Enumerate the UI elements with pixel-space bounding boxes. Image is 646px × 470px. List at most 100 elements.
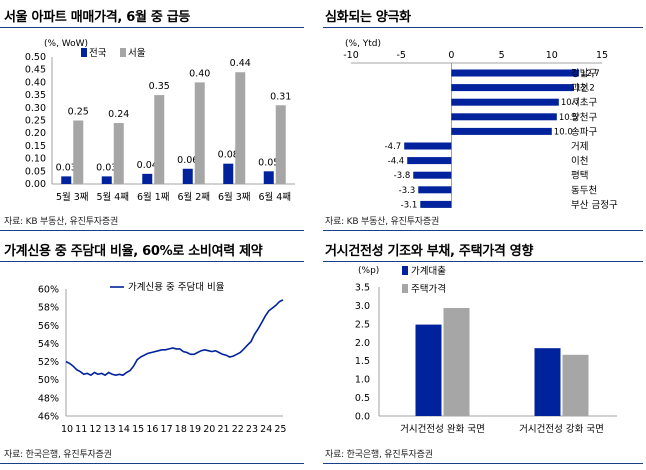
- x-tick-label: 11: [75, 424, 87, 435]
- y-tick-label: 2.0: [355, 338, 370, 349]
- x-tick-label: 22: [232, 424, 244, 435]
- data-label: 0.40: [189, 68, 210, 79]
- legend-label: 가계신용 중 주담대 비율: [128, 281, 225, 293]
- category-label: 동두천: [571, 185, 597, 196]
- source-rule: [0, 463, 304, 464]
- bar: [451, 113, 557, 121]
- bar-전국: [61, 176, 72, 184]
- x-tick-label: 20: [203, 424, 215, 435]
- data-label: 0.05: [258, 157, 279, 168]
- x-tick-label: 15: [596, 50, 608, 61]
- y-tick-label: 0.45: [25, 65, 46, 76]
- x-tick-label: 13: [104, 424, 116, 435]
- legend-swatch: [81, 48, 87, 57]
- x-tick-label: 6월 3째: [218, 191, 251, 203]
- y-tick-label: 0.40: [25, 77, 46, 88]
- bar-전국: [263, 171, 274, 184]
- data-label: -3.3: [399, 186, 416, 196]
- bar-서울: [194, 82, 205, 184]
- y-tick-label: 0.20: [25, 128, 46, 139]
- data-label: -4.7: [385, 142, 402, 152]
- data-label: -3.8: [394, 171, 411, 181]
- y-tick-label: 48%: [38, 393, 59, 404]
- x-tick-label: 0: [448, 50, 454, 61]
- y-tick-label: 0.25: [25, 116, 46, 127]
- x-tick-label: 5: [499, 50, 505, 61]
- bar: [418, 186, 452, 194]
- y-tick-label: 2.5: [355, 319, 370, 330]
- bar-가계대출: [534, 348, 561, 416]
- x-tick-label: 16: [146, 424, 158, 435]
- data-label: 12.7: [581, 69, 600, 79]
- unit-label: (%p): [358, 266, 379, 276]
- panel-title: 거시건전성 기조와 부채, 주택가격 영향: [325, 244, 534, 259]
- source-note: 자료: KB 부동산, 유진투자증권: [325, 217, 440, 227]
- x-tick-label: 거시건전성 완화 국면: [400, 424, 485, 435]
- source-rule: [323, 463, 643, 464]
- y-tick-label: 56%: [38, 321, 59, 332]
- category-label: 부산 금정구: [571, 200, 618, 211]
- y-tick-label: 0.5: [355, 393, 370, 404]
- bar-서울: [73, 120, 84, 184]
- category-label: 평택: [571, 171, 588, 182]
- x-tick-label: 24: [260, 424, 272, 435]
- bar-주택가격: [562, 354, 589, 416]
- x-tick-label: 17: [161, 424, 173, 435]
- title-rule: [323, 27, 643, 28]
- category-label: 과천: [571, 83, 588, 94]
- bar-서울: [235, 72, 246, 184]
- y-tick-label: 3.0: [355, 301, 370, 312]
- bar: [404, 142, 452, 150]
- legend-label: 가계대출: [411, 265, 446, 277]
- x-tick-label: 18: [175, 424, 187, 435]
- y-tick-label: 0.30: [25, 103, 46, 114]
- x-tick-label: 19: [189, 424, 201, 435]
- y-tick-label: 0.15: [25, 141, 46, 152]
- bar-전국: [142, 173, 153, 184]
- data-label: -4.4: [388, 157, 405, 167]
- x-tick-label: 5월 4째: [96, 191, 129, 203]
- source-note: 자료: 한국은행, 유진투자증권: [325, 450, 433, 460]
- x-tick-label: 12: [89, 424, 101, 435]
- bar-서울: [275, 105, 286, 184]
- y-tick-label: 1.0: [355, 375, 370, 386]
- legend-swatch: [402, 266, 408, 275]
- bar: [451, 84, 574, 92]
- title-rule: [323, 261, 643, 262]
- y-tick-label: 58%: [38, 303, 59, 314]
- data-label: 12.2: [576, 84, 595, 94]
- category-label: 강남구: [571, 69, 597, 80]
- y-tick-label: 0.0: [355, 412, 370, 423]
- data-label: -3.1: [401, 200, 418, 210]
- y-tick-label: 3.5: [355, 283, 370, 294]
- source-rule: [0, 230, 304, 231]
- data-label: 10.7: [561, 98, 580, 108]
- data-label: 0.31: [270, 91, 291, 102]
- data-label: 0.35: [149, 81, 170, 92]
- bar-주택가격: [443, 308, 470, 416]
- y-tick-label: 60%: [38, 285, 59, 296]
- panel-title: 심화되는 양극화: [325, 10, 411, 25]
- legend-label: 전국: [89, 48, 107, 59]
- data-label: 0.25: [68, 107, 89, 118]
- legend-swatch: [402, 284, 408, 293]
- x-tick-label: 6월 2째: [177, 191, 210, 203]
- bar: [451, 98, 559, 106]
- y-tick-label: 0.10: [25, 154, 46, 165]
- y-tick-label: 0.35: [25, 90, 46, 101]
- bar-전국: [223, 163, 234, 184]
- x-tick-label: 10: [546, 50, 558, 61]
- data-label: 0.24: [108, 109, 129, 120]
- unit-label: (%, WoW): [44, 39, 88, 49]
- bar-가계대출: [415, 324, 442, 416]
- data-label: 0.03: [56, 162, 77, 173]
- title-rule: [0, 261, 304, 262]
- data-label: 10.5: [559, 113, 578, 123]
- unit-label: (%, Ytd): [345, 39, 381, 49]
- data-label: 0.04: [137, 160, 158, 171]
- bar: [451, 69, 579, 77]
- x-tick-label: 21: [217, 424, 229, 435]
